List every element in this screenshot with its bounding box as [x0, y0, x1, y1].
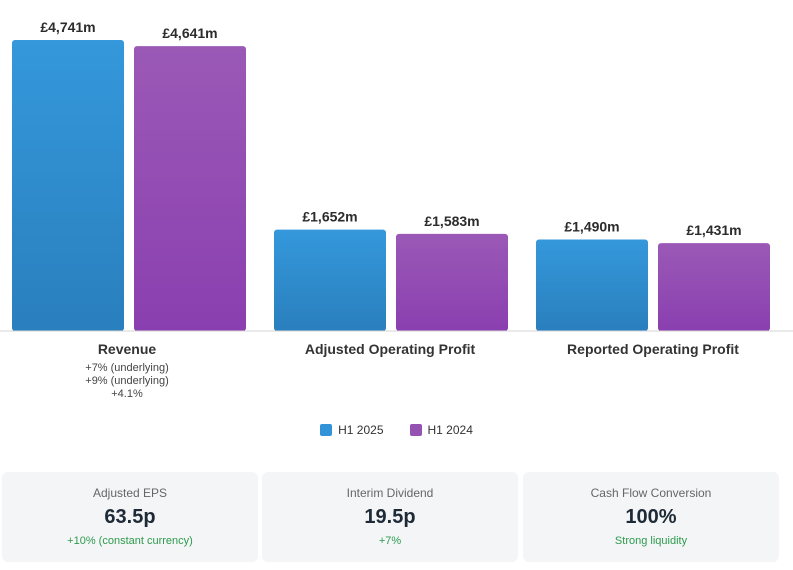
kpi-note: +7%	[378, 535, 402, 547]
data-label-h1-2025-1: £1,652m	[302, 209, 357, 225]
revenue-note-2: +9% (underlying)	[85, 375, 169, 387]
bar-h1-2024-2[interactable]	[658, 243, 770, 331]
kpi-card-interim-dividend: Interim Dividend 19.5p +7%	[262, 472, 518, 562]
legend-swatch-h1-2025	[320, 424, 333, 436]
kpi-note: +10% (constant currency)	[67, 535, 193, 547]
kpi-label: Adjusted EPS	[92, 486, 168, 500]
legend-swatch-h1-2024	[409, 424, 422, 436]
data-label-h1-2025-0: £4,741m	[40, 19, 95, 35]
category-label-reported-operating-profit: Reported Operating Profit	[567, 341, 739, 357]
bar-h1-2025-1[interactable]	[274, 229, 386, 331]
legend-label-h1-2025: H1 2025	[338, 423, 384, 437]
kpi-card-cash-flow-conversion: Cash Flow Conversion 100% Strong liquidi…	[523, 472, 779, 562]
chart-legend: H1 2025 H1 2024	[0, 423, 793, 437]
data-label-h1-2024-0: £4,641m	[162, 25, 217, 41]
category-label-revenue: Revenue	[97, 341, 157, 357]
kpi-card-adjusted-eps: Adjusted EPS 63.5p +10% (constant curren…	[2, 472, 258, 562]
kpi-label: Interim Dividend	[346, 486, 434, 500]
bar-h1-2024-0[interactable]	[134, 46, 246, 332]
data-label-h1-2024-2: £1,431m	[686, 222, 741, 238]
kpi-value: 63.5p	[104, 506, 156, 528]
kpi-label: Cash Flow Conversion	[590, 486, 712, 500]
kpi-value: 19.5p	[364, 506, 416, 528]
bar-h1-2025-2[interactable]	[536, 239, 648, 331]
bar-chart: £4,741m £4,641m £1,652m £1,583m £1,490m £1,43…	[0, 19, 793, 332]
legend-item-h1-2024[interactable]: H1 2024	[409, 423, 473, 437]
data-label-h1-2025-2: £1,490m	[564, 219, 619, 235]
bar-h1-2024-1[interactable]	[396, 233, 508, 331]
category-label-adjusted-operating-profit: Adjusted Operating Profit	[304, 341, 476, 357]
data-label-h1-2024-1: £1,583m	[424, 213, 479, 229]
revenue-note-1: +7% (underlying)	[85, 362, 169, 374]
legend-item-h1-2025[interactable]: H1 2025	[320, 423, 384, 437]
revenue-growth-notes: +7% (underlying) +9% (underlying) +4.1%	[7, 362, 247, 401]
revenue-note-3: +4.1%	[111, 388, 143, 400]
kpi-cards: Adjusted EPS 63.5p +10% (constant curren…	[0, 472, 793, 562]
kpi-value: 100%	[625, 506, 677, 528]
kpi-note: Strong liquidity	[614, 535, 688, 547]
legend-label-h1-2024: H1 2024	[427, 423, 473, 437]
bar-h1-2025-0[interactable]	[12, 40, 124, 331]
